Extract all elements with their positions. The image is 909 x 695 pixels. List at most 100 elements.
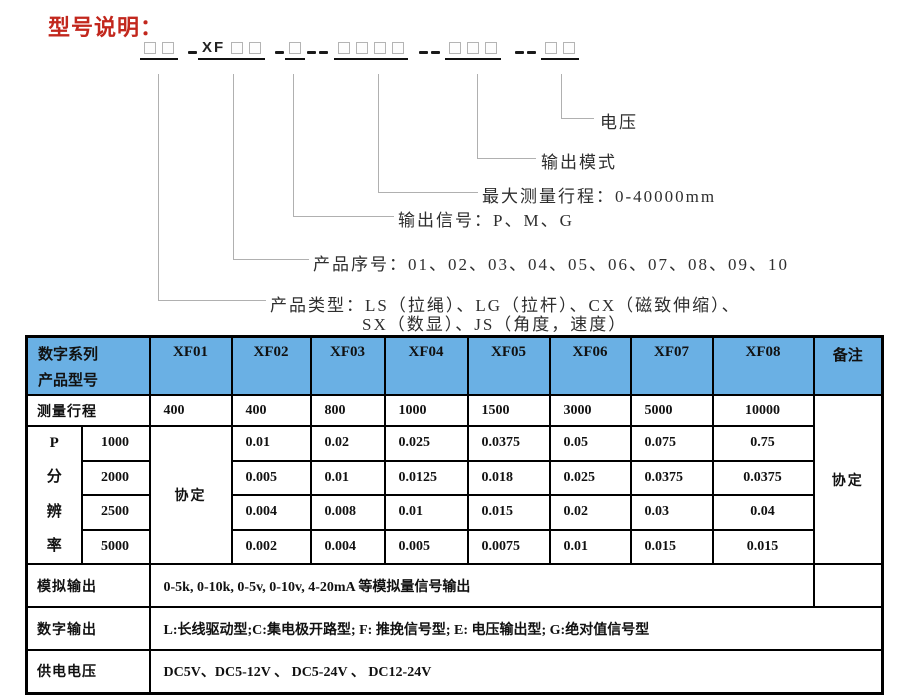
travel-xf01: 400 <box>148 394 233 427</box>
travel-row: 测量行程 400 400 800 1000 1500 3000 5000 100… <box>25 394 884 565</box>
res-5000-xf08: 0.015 <box>711 528 815 565</box>
res-range-2500: 2500 <box>80 494 151 531</box>
model-number-diagram: 型号说明： XF 电压 输出模式 最大测量行程：0-4000 <box>0 0 909 335</box>
analog-output-row: 模拟输出 0-5k, 0-10k, 0-5v, 0-10v, 4-20mA 等模… <box>25 563 884 608</box>
axis-char: 率 <box>46 537 62 554</box>
power-supply-label: 供电电压 <box>25 649 151 694</box>
analog-remark-empty <box>812 563 884 608</box>
res-2000-xf06: 0.025 <box>548 459 632 496</box>
res-1000-xf08: 0.75 <box>711 425 815 462</box>
format-segment-mode <box>445 42 501 60</box>
res-2500-xf03: 0.008 <box>309 494 386 531</box>
res-2500-xf08: 0.04 <box>711 494 815 531</box>
callout-voltage: 电压 <box>600 113 638 132</box>
res-1000-xf04: 0.025 <box>383 425 469 462</box>
resolution-axis-label: P 分 辨 率 <box>25 425 83 565</box>
res-1000-xf07: 0.075 <box>629 425 714 462</box>
format-box <box>392 42 404 54</box>
connector-product-serial <box>233 74 309 260</box>
resolution-axis-chars: P 分 辨 率 <box>29 428 80 562</box>
res-range-5000: 5000 <box>80 528 151 565</box>
xf01-merged-cell: 协定 <box>148 425 233 565</box>
power-supply-value: DC5V、DC5-12V 、 DC5-24V 、 DC12-24V <box>148 649 884 694</box>
axis-char: 辨 <box>46 503 62 520</box>
res-1000-xf06: 0.05 <box>548 425 632 462</box>
res-5000-xf05: 0.0075 <box>466 528 551 565</box>
callout-product-type-line1: 产品类型：LS（拉绳）、LG（拉杆）、CX（磁致伸缩）、 <box>270 296 741 315</box>
header-line2: 产品型号 <box>38 373 99 389</box>
digital-output-row: 数字输出 L:长线驱动型;C:集电极开路型; F: 推挽信号型; E: 电压输出… <box>25 606 884 651</box>
format-box <box>231 42 244 54</box>
format-box <box>338 42 350 54</box>
header-xf03: XF03 <box>309 335 386 396</box>
res-1000-xf02: 0.01 <box>230 425 312 462</box>
axis-char: 分 <box>46 469 62 486</box>
res-2500-xf05: 0.015 <box>466 494 551 531</box>
travel-xf03: 800 <box>309 394 386 427</box>
analog-output-value: 0-5k, 0-10k, 0-5v, 0-10v, 4-20mA 等模拟量信号输… <box>148 563 815 608</box>
callout-output-mode: 输出模式 <box>541 153 617 172</box>
power-supply-row: 供电电压 DC5V、DC5-12V 、 DC5-24V 、 DC12-24V <box>25 649 884 694</box>
connector-voltage <box>561 74 594 119</box>
format-dash <box>515 51 524 54</box>
callout-product-serial: 产品序号：01、02、03、04、05、06、07、08、09、10 <box>313 255 789 274</box>
resolution-row-5000: 5000 0.002 0.004 0.005 0.0075 0.01 0.015… <box>27 528 883 565</box>
res-2500-xf04: 0.01 <box>383 494 469 531</box>
format-box <box>356 42 368 54</box>
format-box <box>162 42 174 54</box>
travel-xf02: 400 <box>230 394 312 427</box>
res-range-2000: 2000 <box>80 459 151 496</box>
format-dash <box>431 51 440 54</box>
format-box <box>374 42 386 54</box>
header-line1: 数字系列 <box>38 347 99 363</box>
table-header-row: 数字系列 产品型号 XF01 XF02 XF03 XF04 XF05 XF06 … <box>25 335 884 396</box>
travel-xf04: 1000 <box>383 394 469 427</box>
format-dash <box>307 51 316 54</box>
res-5000-xf07: 0.015 <box>629 528 714 565</box>
res-2500-xf02: 0.004 <box>230 494 312 531</box>
digital-output-value: L:长线驱动型;C:集电极开路型; F: 推挽信号型; E: 电压输出型; G:… <box>148 606 884 651</box>
res-2000-xf08: 0.0375 <box>711 459 815 496</box>
format-dash <box>275 51 284 54</box>
format-dash <box>419 51 428 54</box>
res-5000-xf06: 0.01 <box>548 528 632 565</box>
resolution-row-1000: P 分 辨 率 1000 协定 0.01 0.02 0.025 0.0375 0… <box>25 425 883 565</box>
res-1000-xf05: 0.0375 <box>466 425 551 462</box>
callout-max-travel: 最大测量行程：0-40000mm <box>482 187 717 206</box>
res-2000-xf03: 0.01 <box>309 459 386 496</box>
header-xf05: XF05 <box>466 335 551 396</box>
callout-output-signal: 输出信号：P、M、G <box>398 211 574 230</box>
res-5000-xf04: 0.005 <box>383 528 469 565</box>
res-2000-xf04: 0.0125 <box>383 459 469 496</box>
header-xf07: XF07 <box>629 335 714 396</box>
digital-output-label: 数字输出 <box>25 606 151 651</box>
res-5000-xf02: 0.002 <box>230 528 312 565</box>
format-segment-voltage <box>541 42 579 60</box>
travel-xf08: 10000 <box>711 394 815 427</box>
axis-char: P <box>49 435 59 451</box>
connector-output-mode <box>477 74 536 159</box>
header-xf08: XF08 <box>711 335 815 396</box>
callout-product-type-line2: SX（数显）、JS（角度，速度） <box>362 315 628 334</box>
header-xf01: XF01 <box>148 335 233 396</box>
res-2000-xf02: 0.005 <box>230 459 312 496</box>
resolution-row-2000: 2000 0.005 0.01 0.0125 0.018 0.025 0.037… <box>27 459 883 496</box>
header-remark: 备注 <box>812 335 884 396</box>
format-segment-xf: XF <box>198 40 266 60</box>
connector-max-travel <box>378 74 478 193</box>
format-dash <box>319 51 328 54</box>
res-range-1000: 1000 <box>80 425 151 462</box>
res-5000-xf03: 0.004 <box>309 528 386 565</box>
format-box <box>144 42 156 54</box>
remark-merged-cell: 协定 <box>812 394 884 565</box>
format-dash <box>527 51 536 54</box>
res-1000-xf03: 0.02 <box>309 425 386 462</box>
format-box <box>467 42 479 54</box>
resolution-row-2500: 2500 0.004 0.008 0.01 0.015 0.02 0.03 0.… <box>27 494 883 531</box>
spec-table: 数字系列 产品型号 XF01 XF02 XF03 XF04 XF05 XF06 … <box>25 335 885 695</box>
format-box <box>563 42 575 54</box>
header-xf02: XF02 <box>230 335 312 396</box>
spec-table-wrap: 数字系列 产品型号 XF01 XF02 XF03 XF04 XF05 XF06 … <box>25 335 885 695</box>
travel-xf05: 1500 <box>466 394 551 427</box>
travel-xf07: 5000 <box>629 394 714 427</box>
